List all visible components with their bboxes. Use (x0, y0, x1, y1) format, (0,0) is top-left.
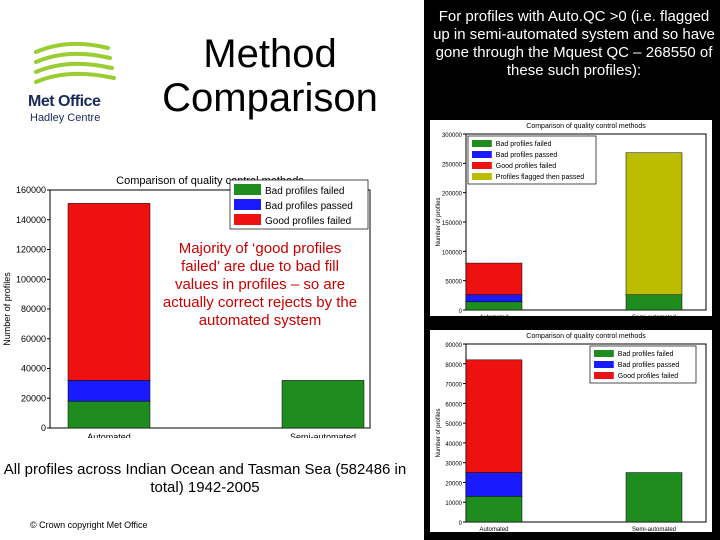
legend-entry: Bad profiles passed (618, 362, 680, 369)
y-tick-label: 120000 (16, 245, 46, 255)
legend-swatch (594, 350, 614, 357)
main-chart-svg: Comparison of quality control methodsNum… (2, 175, 371, 442)
y-tick-label: 50000 (445, 280, 462, 286)
slide-title: Method Comparison (162, 32, 378, 120)
y-tick-label: 70000 (445, 383, 462, 389)
bar-segment (465, 262, 523, 295)
bar-segment (67, 400, 151, 429)
y-tick-label: 200000 (442, 192, 463, 198)
legend-entry: Bad profiles failed (265, 186, 345, 197)
x-tick-label: Automated (479, 315, 508, 316)
y-tick-label: 10000 (445, 501, 462, 507)
legend-swatch (234, 214, 261, 225)
y-tick-label: 250000 (442, 162, 463, 168)
y-tick-label: 30000 (445, 462, 462, 468)
x-tick-label: Semi-automated (632, 315, 676, 316)
x-tick-label: Semi-automated (290, 432, 356, 438)
bar-segment (67, 203, 151, 381)
bottom-caption: All profiles across Indian Ocean and Tas… (3, 461, 407, 496)
y-tick-label: 80000 (445, 363, 462, 369)
y-axis-label: Number of profiles (2, 272, 12, 346)
bar-segment (465, 301, 523, 311)
chart-title: Comparison of quality control methods (526, 333, 646, 340)
y-tick-label: 40000 (21, 364, 46, 374)
bar-segment (625, 472, 683, 523)
x-tick-label: Semi-automated (632, 527, 676, 532)
y-tick-label: 140000 (16, 215, 46, 225)
y-axis-label: Number of profiles (436, 408, 442, 457)
y-tick-label: 160000 (16, 185, 46, 195)
legend-entry: Good profiles failed (496, 163, 556, 170)
bottom-right-chart: Comparison of quality control methods Num… (430, 330, 712, 533)
bottom-right-chart-svg: Comparison of quality control methods Num… (436, 333, 707, 533)
legend-swatch (472, 140, 492, 147)
bar-segment (465, 472, 523, 497)
y-tick-label: 0 (41, 423, 46, 433)
bar-segment (281, 380, 365, 429)
logo-line2: Hadley Centre (30, 112, 101, 124)
y-tick-label: 300000 (442, 133, 463, 139)
legend-swatch (594, 372, 614, 379)
y-tick-label: 20000 (21, 393, 46, 403)
legend-swatch (472, 151, 492, 158)
logo-line1: Met Office (28, 93, 101, 110)
y-tick-label: 50000 (445, 422, 462, 428)
legend-swatch (234, 199, 261, 210)
y-tick-label: 20000 (445, 481, 462, 487)
x-tick-label: Automated (87, 432, 131, 438)
legend-swatch (234, 184, 261, 195)
right-caption: For profiles with Auto.QC >0 (i.e. flagg… (433, 8, 715, 79)
y-axis-label: Number of profiles (436, 197, 442, 246)
y-tick-label: 60000 (445, 402, 462, 408)
y-tick-label: 80000 (21, 304, 46, 314)
bar-segment (465, 496, 523, 523)
legend-entry: Good profiles failed (265, 216, 351, 227)
legend-swatch (472, 173, 492, 180)
x-tick-label: Automated (479, 527, 508, 532)
y-tick-label: 150000 (442, 221, 463, 227)
main-chart: Comparison of quality control methods Num… (0, 160, 380, 442)
legend-swatch (594, 361, 614, 368)
top-right-chart-svg: Comparison of quality control methods Num… (436, 123, 707, 321)
legend-entry: Bad profiles passed (265, 201, 353, 212)
copyright-text: © Crown copyright Met Office (30, 520, 148, 530)
y-tick-label: 0 (459, 521, 463, 527)
bar-segment (465, 294, 523, 303)
legend-entry: Good profiles failed (618, 373, 678, 380)
legend-entry: Bad profiles failed (496, 141, 552, 148)
bar-segment (625, 294, 683, 311)
y-tick-label: 90000 (445, 343, 462, 349)
annotation-text: Majority of ‘good profiles failed’ are d… (162, 240, 358, 329)
y-tick-label: 60000 (21, 334, 46, 344)
legend-swatch (472, 162, 492, 169)
y-tick-label: 100000 (442, 250, 463, 256)
legend-entry: Bad profiles passed (496, 152, 558, 159)
y-tick-label: 100000 (16, 274, 46, 284)
legend-entry: Bad profiles failed (618, 351, 674, 358)
bar-segment (625, 152, 683, 295)
y-tick-label: 40000 (445, 442, 462, 448)
bar-segment (465, 359, 523, 473)
met-office-logo-icon (34, 41, 116, 84)
chart-title: Comparison of quality control methods (526, 123, 646, 130)
legend-entry: Profiles flagged then passed (496, 174, 584, 181)
top-right-chart: Comparison of quality control methods Num… (430, 120, 712, 321)
bar-segment (67, 380, 151, 402)
y-tick-label: 0 (459, 309, 463, 315)
